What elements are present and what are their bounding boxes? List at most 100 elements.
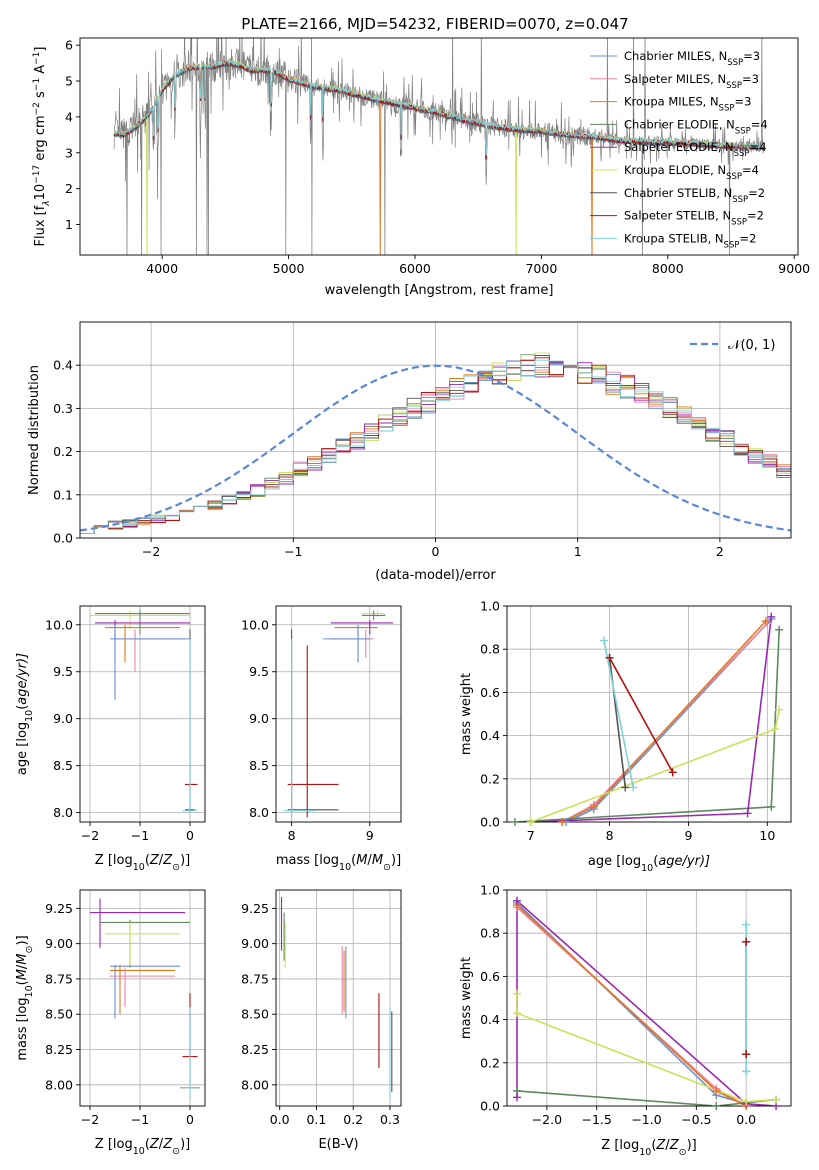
mass-age-panel: 8 9 8.0 8.5 9.0 9.5 10.0 mass [log10(M/M⊙)] [241, 605, 402, 873]
residuals-ytick-label: 0.2 [53, 444, 73, 459]
spectrum-xlabel: wavelength [Angstrom, rest frame] [325, 283, 554, 298]
legend-entry: Chabrier ELODIE, NSSP=4 [624, 117, 768, 136]
z-age-panel: −2 −1 0 8.0 8.5 9.0 9.5 10.0 Z [log10(Z/Z⊙)] age … [15, 605, 206, 873]
legend-entry: Chabrier STELIB, NSSP=2 [624, 186, 765, 205]
spectrum-ytick-label: 6 [65, 38, 73, 53]
residuals-ytick-label: 0.4 [53, 358, 73, 373]
z-weight-xlabel: Z [log10(Z/Z⊙)] [601, 1138, 696, 1158]
ebv-mass-xlabel: E(B-V) [318, 1137, 358, 1152]
weight-point-marker [772, 1095, 781, 1104]
spectrum-plot-area [113, 38, 765, 255]
weight-point-marker [621, 783, 630, 792]
z-mass-ytick-label: 8.75 [45, 971, 73, 986]
age-weight-xtick-label: 9 [684, 828, 692, 843]
z-age-xtick-label: 0 [186, 828, 194, 843]
age-weight-ytick-label: 0.4 [480, 728, 500, 743]
ebv-mass-panel: 0.0 0.1 0.2 0.3 8.00 8.25 8.50 8.75 9.00 9.25 E(B-… [241, 889, 402, 1152]
z-age-ytick-label: 10.0 [45, 617, 73, 632]
age-weight-ytick-label: 0.2 [480, 771, 500, 786]
residuals-ylabel: Normed distribution [27, 365, 42, 495]
z-weight-panel: −2.0 −1.5 −1.0 −0.5 0.0 0.0 0.2 0.4 0.6 0.8 1.0 Z [… [459, 883, 792, 1158]
ebv-mass-ytick-label: 8.50 [241, 1007, 269, 1022]
z-weight-ytick-label: 0.0 [480, 1099, 500, 1114]
spectrum-model-line [113, 59, 765, 156]
ebv-mass-xtick-label: 0.2 [343, 1112, 363, 1127]
weight-series-line [516, 993, 777, 1103]
spectrum-ytick-label: 2 [65, 181, 73, 196]
ebv-mass-frame [275, 889, 402, 1107]
ebv-mass-plot-area [280, 897, 393, 1102]
age-weight-xtick-label: 10 [759, 828, 775, 843]
z-weight-ytick-label: 0.6 [480, 969, 500, 984]
weight-series-line [608, 657, 674, 773]
z-age-ylabel: age [log10(age/yr)] [15, 653, 35, 775]
weight-point-marker [712, 1102, 721, 1110]
mass-age-xtick-label: 8 [288, 828, 296, 843]
spectrum-ytick-label: 4 [65, 109, 73, 124]
legend-entry: Kroupa ELODIE, NSSP=4 [624, 163, 759, 182]
z-mass-xtick-label: 0 [186, 1112, 194, 1127]
weight-point-marker [512, 989, 521, 998]
residual-histogram-step [80, 359, 791, 538]
weight-point-marker [510, 818, 519, 826]
mass-age-xlabel: mass [log10(M/M⊙)] [276, 853, 401, 873]
residuals-ytick-label: 0.3 [53, 401, 73, 416]
weight-point-marker [589, 802, 598, 811]
spectrum-xtick-label: 5000 [273, 261, 305, 276]
age-weight-xtick-label: 8 [606, 828, 614, 843]
spectrum-ytick-label: 5 [65, 74, 73, 89]
ebv-mass-xtick-label: 0.3 [380, 1112, 400, 1127]
spectrum-panel: 4000 5000 6000 7000 8000 9000 1 2 3 4 5 6 Chabrier M… [32, 37, 810, 298]
weight-point-marker [629, 783, 638, 792]
residuals-plot-area [80, 352, 791, 538]
legend-entry: Chabrier MILES, NSSP=3 [624, 49, 760, 68]
weight-point-marker [512, 1009, 521, 1018]
legend-entry: Salpeter STELIB, NSSP=2 [624, 209, 764, 228]
age-weight-xtick-label: 7 [527, 828, 535, 843]
residuals-xlabel: (data-model)/error [375, 568, 496, 583]
residuals-xtick-label: 0 [432, 544, 440, 559]
spectrum-xtick-label: 6000 [399, 261, 431, 276]
z-weight-xtick-label: −2.0 [532, 1112, 562, 1127]
z-weight-xtick-label: −1.0 [631, 1112, 661, 1127]
residuals-xtick-label: 1 [574, 544, 582, 559]
ebv-mass-ytick-label: 9.25 [241, 901, 269, 916]
weight-point-marker [771, 725, 780, 734]
z-mass-ytick-label: 9.00 [45, 936, 73, 951]
legend-entry: 𝒩(0, 1) [728, 338, 775, 353]
weight-point-marker [742, 1050, 751, 1059]
age-weight-panel: 7 8 9 10 0.0 0.2 0.4 0.6 0.8 1.0 age [log10(age/yr… [459, 599, 792, 874]
mass-age-ytick-label: 8.5 [249, 758, 269, 773]
weight-point-marker [668, 768, 677, 777]
spectrum-xtick-label: 4000 [146, 261, 178, 276]
z-weight-xtick-label: 0.0 [736, 1112, 756, 1127]
z-mass-ylabel: mass [log10(M/M⊙)] [15, 935, 35, 1060]
z-mass-frame [79, 889, 206, 1107]
z-mass-ytick-label: 9.25 [45, 901, 73, 916]
legend-entry: Kroupa STELIB, NSSP=2 [624, 231, 756, 250]
legend-entry: Kroupa MILES, NSSP=3 [624, 95, 751, 114]
z-age-plot-area [90, 609, 198, 813]
weight-point-marker [742, 937, 751, 946]
z-mass-plot-area [90, 898, 200, 1099]
z-age-ytick-label: 8.0 [53, 805, 73, 820]
z-weight-ylabel: mass weight [459, 957, 474, 1039]
z-mass-ytick-label: 8.00 [45, 1077, 73, 1092]
weight-point-marker [742, 1067, 751, 1076]
mass-age-ytick-label: 9.0 [249, 711, 269, 726]
residuals-ytick-label: 0.1 [53, 487, 73, 502]
z-mass-ytick-label: 8.25 [45, 1042, 73, 1057]
weight-point-marker [512, 896, 521, 905]
ebv-mass-ytick-label: 8.25 [241, 1042, 269, 1057]
mass-age-ytick-label: 10.0 [241, 617, 269, 632]
residuals-ytick-label: 0.0 [53, 531, 73, 546]
weight-point-marker [742, 920, 751, 929]
mass-age-plot-area [283, 610, 394, 822]
z-age-ytick-label: 9.5 [53, 664, 73, 679]
legend-entry: Salpeter ELODIE, NSSP=4 [624, 140, 767, 159]
weight-series-line [603, 640, 634, 788]
ebv-mass-xtick-label: 0.1 [306, 1112, 326, 1127]
z-mass-xtick-label: −2 [81, 1112, 99, 1127]
weight-point-marker [526, 818, 535, 826]
